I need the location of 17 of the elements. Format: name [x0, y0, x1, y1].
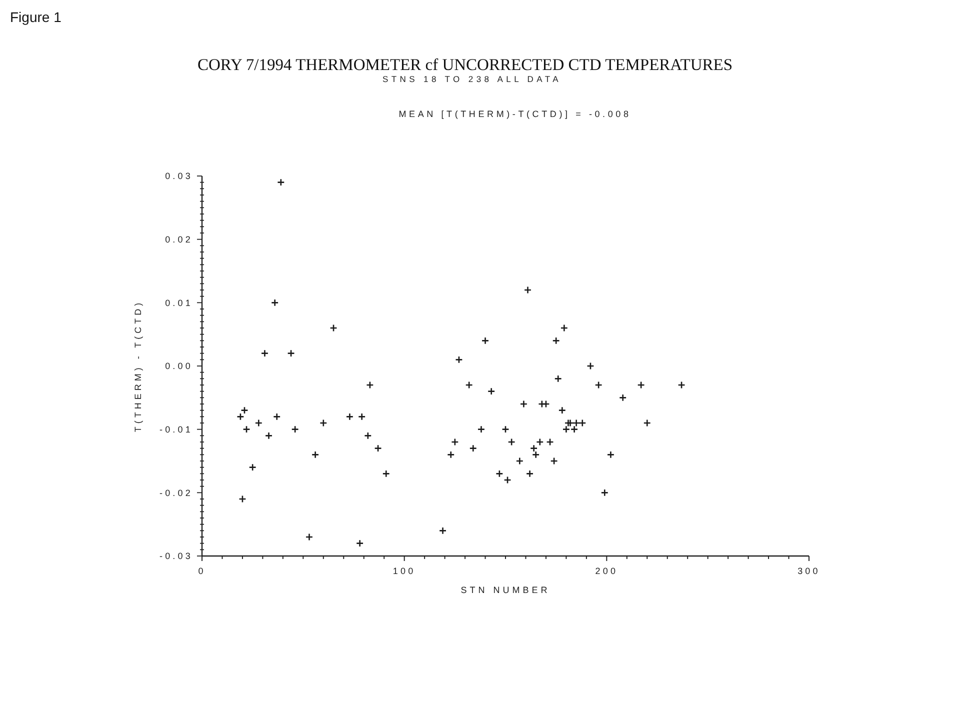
y-axis-title: T(THERM) - T(CTD): [133, 300, 143, 432]
y-tick-label: 0.02: [165, 234, 193, 245]
y-tick-label: -0.02: [159, 488, 193, 498]
x-tick-label: 300: [798, 566, 820, 576]
y-tick-label: 0.01: [165, 298, 193, 308]
caption: Figure 1: [10, 9, 62, 25]
y-tick-label: 0.00: [165, 361, 193, 372]
x-tick-label: 100: [392, 566, 416, 576]
x-tick-label: 0: [198, 566, 206, 576]
y-tick-label: -0.03: [159, 551, 193, 562]
chart-title: CORY 7/1994 THERMOMETER cf UNCORRECTED CTD TEMPERATURES: [197, 55, 733, 74]
chart-subtitle: STNS 18 TO 238 ALL DATA: [382, 74, 562, 84]
x-tick-label: 200: [595, 566, 618, 576]
y-tick-label: 0.03: [165, 171, 193, 182]
x-axis-title: STN NUMBER: [460, 585, 550, 595]
y-tick-label: -0.01: [159, 424, 193, 435]
text: MEAN [T(THERM)-T(CTD)] = -0.008: [398, 109, 632, 119]
